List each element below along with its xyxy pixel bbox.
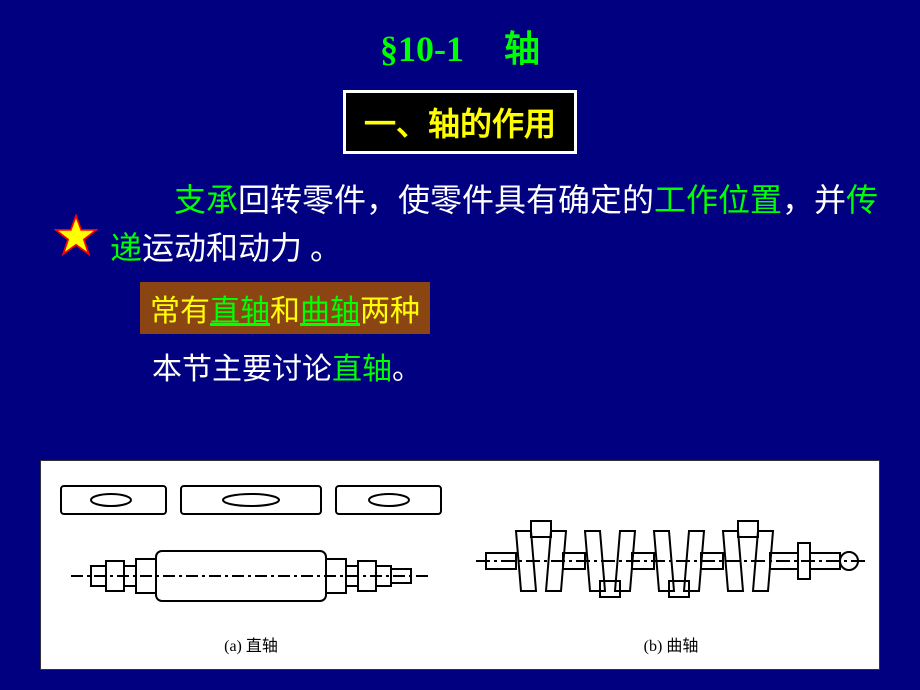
diagram-area: (a) 直轴 xyxy=(40,460,880,670)
types-t4: 曲轴 xyxy=(300,295,360,328)
slide-title: §10-1 轴 xyxy=(0,0,920,72)
paragraph-function: 支承回转零件，使零件具有确定的工作位置，并传递运动和动力 。 xyxy=(60,176,880,272)
p1-seg3: 工作位置 xyxy=(654,182,782,218)
diagram-straight-shaft: (a) 直轴 xyxy=(51,471,451,661)
p1-seg1: 支承 xyxy=(174,182,238,218)
title-text: 轴 xyxy=(504,29,540,69)
subtitle-row: 一、轴的作用 xyxy=(0,90,920,154)
types-box: 常有直轴和曲轴两种 xyxy=(140,282,430,334)
diagram-crankshaft: (b) 曲轴 xyxy=(471,471,871,661)
subtitle-box: 一、轴的作用 xyxy=(343,90,577,154)
types-t2: 直轴 xyxy=(210,295,270,328)
title-section: §10-1 xyxy=(380,29,464,69)
types-t1: 常有 xyxy=(150,295,210,328)
content-area: 支承回转零件，使零件具有确定的工作位置，并传递运动和动力 。 常有直轴和曲轴两种… xyxy=(0,176,920,388)
paragraph-topic: 本节主要讨论直轴。 xyxy=(152,344,880,388)
p3-t3: 。 xyxy=(392,353,422,386)
p1-seg4: ，并 xyxy=(782,182,846,218)
types-t5: 两种 xyxy=(360,295,420,328)
subtitle-text: 一、轴的作用 xyxy=(364,106,556,142)
p3-t2: 直轴 xyxy=(332,353,392,386)
types-t3: 和 xyxy=(270,295,300,328)
caption-a: (a) 直轴 xyxy=(51,632,451,656)
star-icon xyxy=(54,214,98,258)
caption-b: (b) 曲轴 xyxy=(471,632,871,656)
p1-seg6: 运动和动力 。 xyxy=(142,230,342,266)
p3-t1: 本节主要讨论 xyxy=(152,353,332,386)
p1-seg2: 回转零件，使零件具有确定的 xyxy=(238,182,654,218)
